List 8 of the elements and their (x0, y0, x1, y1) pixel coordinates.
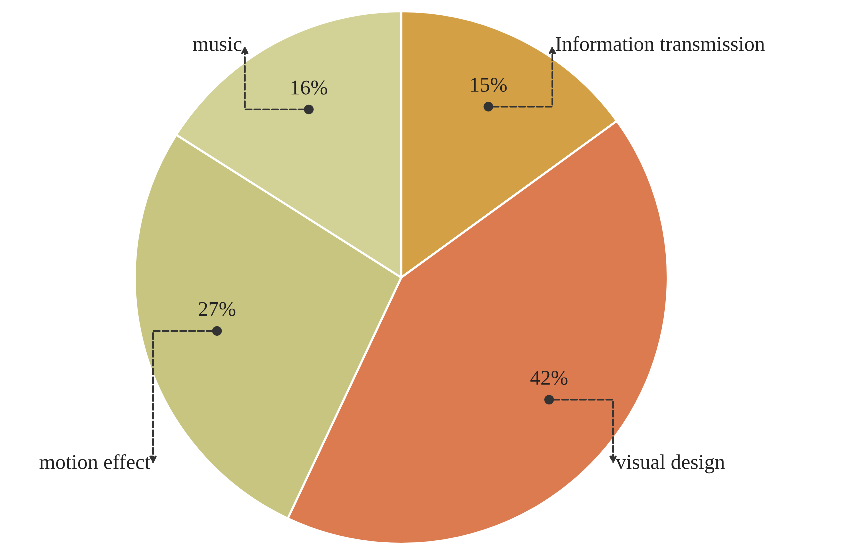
slice-label: music (193, 37, 242, 52)
data-label: 27% (199, 302, 236, 316)
data-label: 42% (530, 370, 568, 386)
data-label: 15% (471, 78, 507, 92)
slice-label: visual design (616, 454, 726, 474)
data-label: 16% (292, 80, 328, 95)
slice-label: Information transmission (556, 36, 765, 52)
slice-label: motion effect (40, 454, 150, 470)
